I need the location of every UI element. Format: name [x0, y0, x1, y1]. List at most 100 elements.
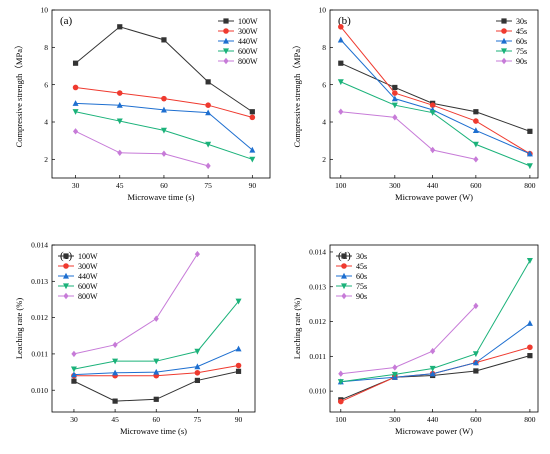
data-point: [429, 365, 436, 372]
data-point: [473, 118, 479, 124]
series-30s: [338, 60, 533, 134]
x-tick-label: 90: [249, 181, 257, 190]
x-tick-label: 60: [152, 415, 160, 424]
series-600W: [70, 298, 242, 373]
y-tick-label: 8: [322, 43, 326, 52]
y-tick-label: 4: [44, 118, 48, 127]
y-tick-label: 0.013: [31, 277, 48, 286]
x-tick-label: 800: [524, 181, 536, 190]
series-440W: [70, 345, 242, 378]
series-75s: [337, 258, 533, 385]
data-point: [194, 369, 201, 376]
data-point: [194, 250, 200, 258]
y-tick-label: 6: [44, 80, 48, 89]
legend-marker: [501, 48, 507, 55]
data-point: [527, 353, 533, 359]
data-point: [473, 109, 479, 115]
x-tick-label: 90: [235, 415, 243, 424]
legend-label: 300W: [238, 27, 258, 36]
legend-marker: [341, 292, 347, 300]
legend-marker: [501, 57, 507, 65]
data-point: [429, 102, 436, 108]
data-point: [391, 95, 398, 102]
data-point: [116, 102, 123, 108]
data-point: [117, 149, 123, 156]
x-tick-label: 30: [72, 181, 80, 190]
data-point: [472, 127, 479, 133]
legend-marker: [63, 292, 69, 300]
legend-marker: [223, 18, 229, 24]
data-point: [429, 110, 436, 116]
x-tick-label: 300: [389, 181, 401, 190]
y-axis-title: Leaching rate (%): [292, 298, 302, 360]
data-point: [235, 362, 242, 369]
series-line: [340, 305, 477, 375]
series-line: [75, 130, 209, 167]
legend-label: 45s: [516, 27, 527, 36]
series-line: [340, 62, 531, 132]
series-90s: [338, 302, 479, 377]
data-point: [112, 341, 118, 349]
x-axis-title: Microwave power (W): [395, 426, 473, 436]
series-100W: [72, 24, 255, 115]
series-600W: [72, 109, 256, 163]
data-point: [472, 141, 479, 148]
legend-marker: [501, 18, 507, 24]
y-tick-label: 0.010: [31, 386, 48, 395]
y-tick-label: 0.013: [309, 282, 326, 291]
series-440W: [72, 100, 256, 153]
x-tick-label: 60: [160, 181, 168, 190]
panel-label: (b): [338, 15, 351, 27]
series-800W: [72, 128, 211, 170]
data-point: [235, 298, 242, 305]
data-point: [429, 370, 436, 377]
data-point: [205, 141, 212, 148]
series-line: [340, 322, 531, 383]
data-point: [338, 24, 344, 30]
data-point: [473, 368, 479, 374]
data-point: [430, 347, 436, 355]
y-axis-title: Compressive strength（MPa）: [14, 41, 24, 148]
data-point: [235, 345, 242, 352]
data-point: [72, 109, 79, 115]
data-point: [527, 344, 533, 351]
y-tick-label: 0.010: [309, 387, 326, 396]
legend-label: 75s: [516, 47, 527, 56]
y-tick-label: 0.012: [31, 313, 48, 322]
data-point: [112, 398, 118, 404]
data-point: [526, 258, 533, 264]
y-tick-label: 6: [322, 80, 326, 89]
legend-label: 600W: [78, 282, 98, 291]
data-point: [160, 106, 167, 113]
data-point: [116, 118, 123, 125]
panel-d: 100 300 440 600 800 0.010 0.011 0.012 0.013 0.014…: [292, 244, 539, 436]
legend-marker: [223, 28, 229, 34]
y-tick-label: 10: [319, 6, 327, 15]
data-point: [194, 348, 201, 355]
data-point: [249, 146, 256, 153]
x-tick-label: 600: [470, 181, 482, 190]
data-point: [337, 36, 344, 43]
data-point: [249, 109, 255, 115]
series-45s: [338, 344, 533, 405]
legend-label: 90s: [356, 292, 367, 301]
x-tick-label: 440: [427, 181, 439, 190]
legend-label: 440W: [238, 37, 258, 46]
y-axis-title: Compressive strength（MPa）: [292, 41, 302, 148]
series-90s: [338, 108, 479, 163]
legend-marker: [63, 283, 69, 290]
series-line: [340, 81, 531, 167]
data-point: [161, 150, 167, 157]
data-point: [392, 90, 398, 96]
data-point: [117, 24, 123, 30]
plot-frame: [51, 244, 256, 413]
legend-marker: [341, 272, 347, 279]
data-point: [205, 79, 211, 85]
y-axis-title: Leaching rate (%): [14, 298, 24, 360]
x-tick-label: 45: [111, 415, 119, 424]
legend-marker: [63, 272, 69, 279]
